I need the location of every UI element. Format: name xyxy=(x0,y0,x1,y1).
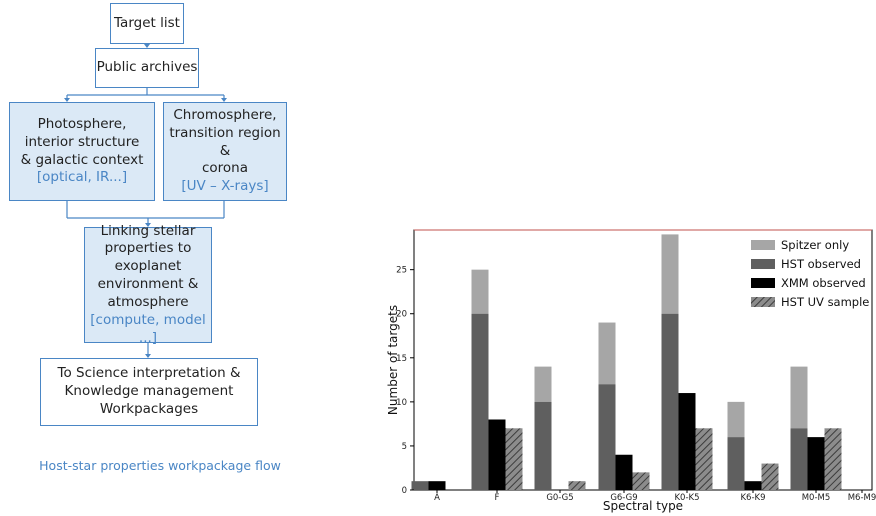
x-tick-label: M0-M5 xyxy=(802,493,831,503)
bar-xmm-observed xyxy=(488,419,506,490)
linking-line: atmosphere xyxy=(107,293,189,310)
y-axis-label: Number of targets xyxy=(386,305,400,415)
bar-xmm-observed xyxy=(678,393,696,490)
bar-spitzer-only xyxy=(534,366,552,402)
bar-hst-observed xyxy=(411,481,429,490)
linking-line: Linking stellar xyxy=(100,222,196,239)
bar-hst-uv-sample xyxy=(505,428,523,490)
bar-xmm-observed xyxy=(428,481,446,490)
photosphere-line: Photosphere, xyxy=(37,115,127,132)
chromosphere-tag: [UV – X-rays] xyxy=(181,178,269,195)
bar-hst-observed xyxy=(471,313,489,490)
bar-hst-uv-sample xyxy=(695,428,713,490)
x-tick-label: F xyxy=(495,493,500,503)
bar-spitzer-only xyxy=(661,234,679,314)
photosphere-line: interior structure xyxy=(24,133,140,150)
x-tick-label: A xyxy=(434,493,440,503)
linking-box: Linking stellar properties to exoplanet … xyxy=(84,223,212,346)
bar-spitzer-only xyxy=(790,366,808,429)
chromosphere-box: Chromosphere, transition region & corona… xyxy=(163,102,287,201)
bar-hst-observed xyxy=(534,401,552,490)
target-list-label: Target list xyxy=(114,14,180,31)
legend-swatch xyxy=(751,240,775,250)
y-tick-label: 10 xyxy=(396,398,407,408)
bar-hst-observed xyxy=(661,313,679,490)
y-tick-label: 5 xyxy=(402,442,407,452)
bar-hst-observed xyxy=(598,384,616,490)
bar-hst-observed xyxy=(727,437,745,490)
y-tick-label: 0 xyxy=(402,486,407,496)
bar-hst-observed xyxy=(790,428,808,490)
bar-spitzer-only xyxy=(471,269,489,314)
bar-hst-uv-sample xyxy=(568,481,586,490)
y-tick-label: 20 xyxy=(396,310,407,320)
bar-xmm-observed xyxy=(807,437,825,490)
bar-xmm-observed xyxy=(744,481,762,490)
bar-spitzer-only xyxy=(727,401,745,438)
legend-swatch xyxy=(751,278,775,288)
bar-xmm-observed xyxy=(615,454,633,490)
x-tick-label: K6-K9 xyxy=(740,493,765,503)
science-line: Workpackages xyxy=(99,400,199,417)
public-archives-box: Public archives xyxy=(95,48,199,88)
legend-label: HST UV sample xyxy=(781,295,869,309)
y-tick-label: 25 xyxy=(396,266,407,276)
bar-hst-uv-sample xyxy=(632,472,650,490)
linking-tag: [compute, model ...] xyxy=(90,311,206,346)
bar-hst-uv-sample xyxy=(761,463,779,490)
science-line: Knowledge management xyxy=(64,383,234,400)
x-tick-label: K0-K5 xyxy=(674,493,699,503)
public-archives-label: Public archives xyxy=(96,59,198,76)
photosphere-line: & galactic context xyxy=(20,151,144,168)
science-box: To Science interpretation & Knowledge ma… xyxy=(40,358,258,426)
legend-label: HST observed xyxy=(781,257,861,271)
legend-swatch xyxy=(751,259,775,269)
legend-label: Spitzer only xyxy=(781,238,849,252)
bar-hst-uv-sample xyxy=(824,428,842,490)
bar-spitzer-only xyxy=(598,322,616,385)
linking-line: exoplanet xyxy=(114,258,182,275)
linking-line: properties to xyxy=(104,240,192,257)
flow-caption: Host-star properties workpackage flow xyxy=(39,458,281,473)
legend-label: XMM observed xyxy=(781,276,866,290)
chromosphere-line: Chromosphere, xyxy=(173,106,277,123)
photosphere-tag: [optical, IR...] xyxy=(36,169,128,186)
x-tick-label: G6-G9 xyxy=(610,493,637,503)
chromosphere-line: transition region & xyxy=(169,124,281,159)
target-list-box: Target list xyxy=(110,3,184,44)
legend-swatch xyxy=(751,297,775,307)
x-tick-label: G0-G5 xyxy=(546,493,573,503)
photosphere-box: Photosphere, interior structure & galact… xyxy=(9,102,155,201)
linking-line: environment & xyxy=(97,276,199,293)
x-axis-label: Spectral type xyxy=(603,499,683,513)
chromosphere-line: corona xyxy=(201,160,249,177)
science-line: To Science interpretation & xyxy=(57,365,241,382)
x-tick-label: M6-M9 xyxy=(848,493,876,503)
y-tick-label: 15 xyxy=(396,354,407,364)
